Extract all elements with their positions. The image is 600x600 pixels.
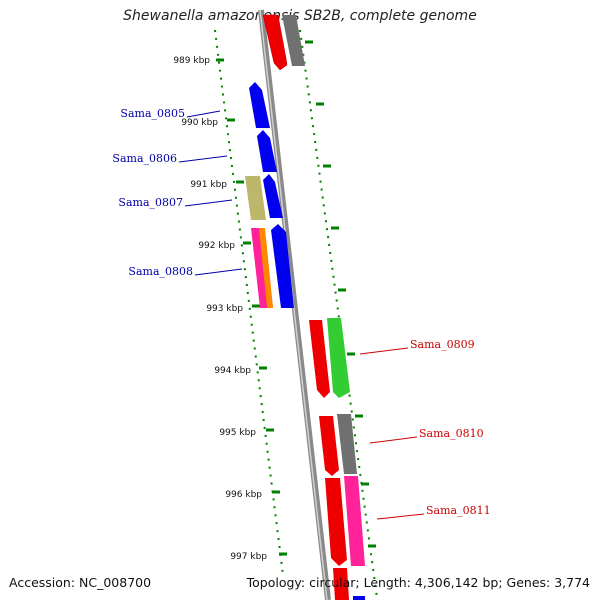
gene-bottom-blue xyxy=(353,596,365,600)
gene-label[interactable]: Sama_0810 xyxy=(419,427,484,440)
gene-leader-line xyxy=(186,110,221,118)
gene-sama-0809-green xyxy=(327,318,350,398)
kbp-label: 995 kbp xyxy=(219,428,256,438)
gene-top-gray xyxy=(282,15,305,66)
kbp-label: 992 kbp xyxy=(198,241,235,251)
gene-label[interactable]: Sama_0808 xyxy=(128,265,193,278)
gene-leader-line xyxy=(178,155,228,163)
gene-sama-0811-pink xyxy=(344,476,365,566)
gene-top-red xyxy=(262,14,288,71)
gene-sama-0805 xyxy=(249,82,270,128)
left-tick-track xyxy=(214,29,284,576)
gene-sama-0807-khaki xyxy=(245,176,266,220)
gene-sama-0808-orange xyxy=(259,228,273,308)
kbp-label: 993 kbp xyxy=(206,304,243,314)
kbp-label: 989 kbp xyxy=(173,56,210,66)
gene-sama-0811-red xyxy=(325,478,347,566)
gene-leader-line xyxy=(184,199,233,207)
gene-sama-0810-gray xyxy=(337,414,357,474)
gene-leader-line xyxy=(194,268,243,276)
map-title: Shewanella amazonensis SB2B, complete ge… xyxy=(123,8,477,24)
gene-sama-0806 xyxy=(257,130,277,172)
kbp-label: 996 kbp xyxy=(225,490,262,500)
gene-leader-line xyxy=(369,436,418,444)
gene-label[interactable]: Sama_0807 xyxy=(118,196,183,209)
kbp-label: 990 kbp xyxy=(181,118,218,128)
kbp-label: 997 kbp xyxy=(230,552,267,562)
gene-label[interactable]: Sama_0811 xyxy=(426,504,491,517)
gene-sama-0810-red xyxy=(319,416,339,476)
gene-leader-line xyxy=(359,347,409,355)
accession-text: Accession: NC_008700 xyxy=(9,575,152,590)
gene-sama-0808-blue xyxy=(271,224,294,308)
genome-backbone xyxy=(258,9,331,600)
gene-label[interactable]: Sama_0809 xyxy=(410,338,475,351)
gene-sama-0807-blue xyxy=(263,174,283,218)
gene-label[interactable]: Sama_0806 xyxy=(112,152,177,165)
gene-bottom-red xyxy=(333,568,349,600)
topology-text: Topology: circular; Length: 4,306,142 bp… xyxy=(246,575,590,590)
gene-label[interactable]: Sama_0805 xyxy=(120,107,185,120)
gene-leader-line xyxy=(376,513,425,520)
kbp-label: 994 kbp xyxy=(214,366,251,376)
gene-sama-0809-red xyxy=(309,320,330,398)
kbp-label: 991 kbp xyxy=(190,180,227,190)
